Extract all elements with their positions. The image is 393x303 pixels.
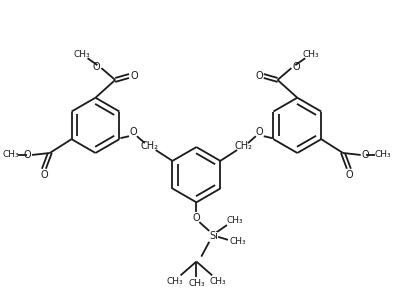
Text: O: O [345, 170, 353, 180]
Text: O: O [256, 127, 264, 137]
Text: CH₂: CH₂ [234, 141, 252, 151]
Text: O: O [193, 213, 200, 223]
Text: CH₃: CH₃ [73, 50, 90, 59]
Text: CH₃: CH₃ [227, 216, 243, 225]
Text: CH₃: CH₃ [303, 50, 320, 59]
Text: O: O [130, 71, 138, 81]
Text: CH₃: CH₃ [2, 151, 18, 159]
Text: CH₃: CH₃ [166, 277, 183, 286]
Text: O: O [292, 62, 300, 72]
Text: CH₃: CH₃ [210, 277, 226, 286]
Text: CH₃: CH₃ [230, 237, 246, 246]
Text: O: O [129, 127, 137, 137]
Text: O: O [362, 150, 369, 160]
Text: O: O [40, 170, 48, 180]
Text: Si: Si [210, 231, 219, 241]
Text: O: O [93, 62, 100, 72]
Text: CH₂: CH₂ [141, 141, 159, 151]
Text: O: O [255, 71, 263, 81]
Text: CH₃: CH₃ [374, 151, 391, 159]
Text: CH₃: CH₃ [188, 279, 205, 288]
Text: O: O [23, 150, 31, 160]
